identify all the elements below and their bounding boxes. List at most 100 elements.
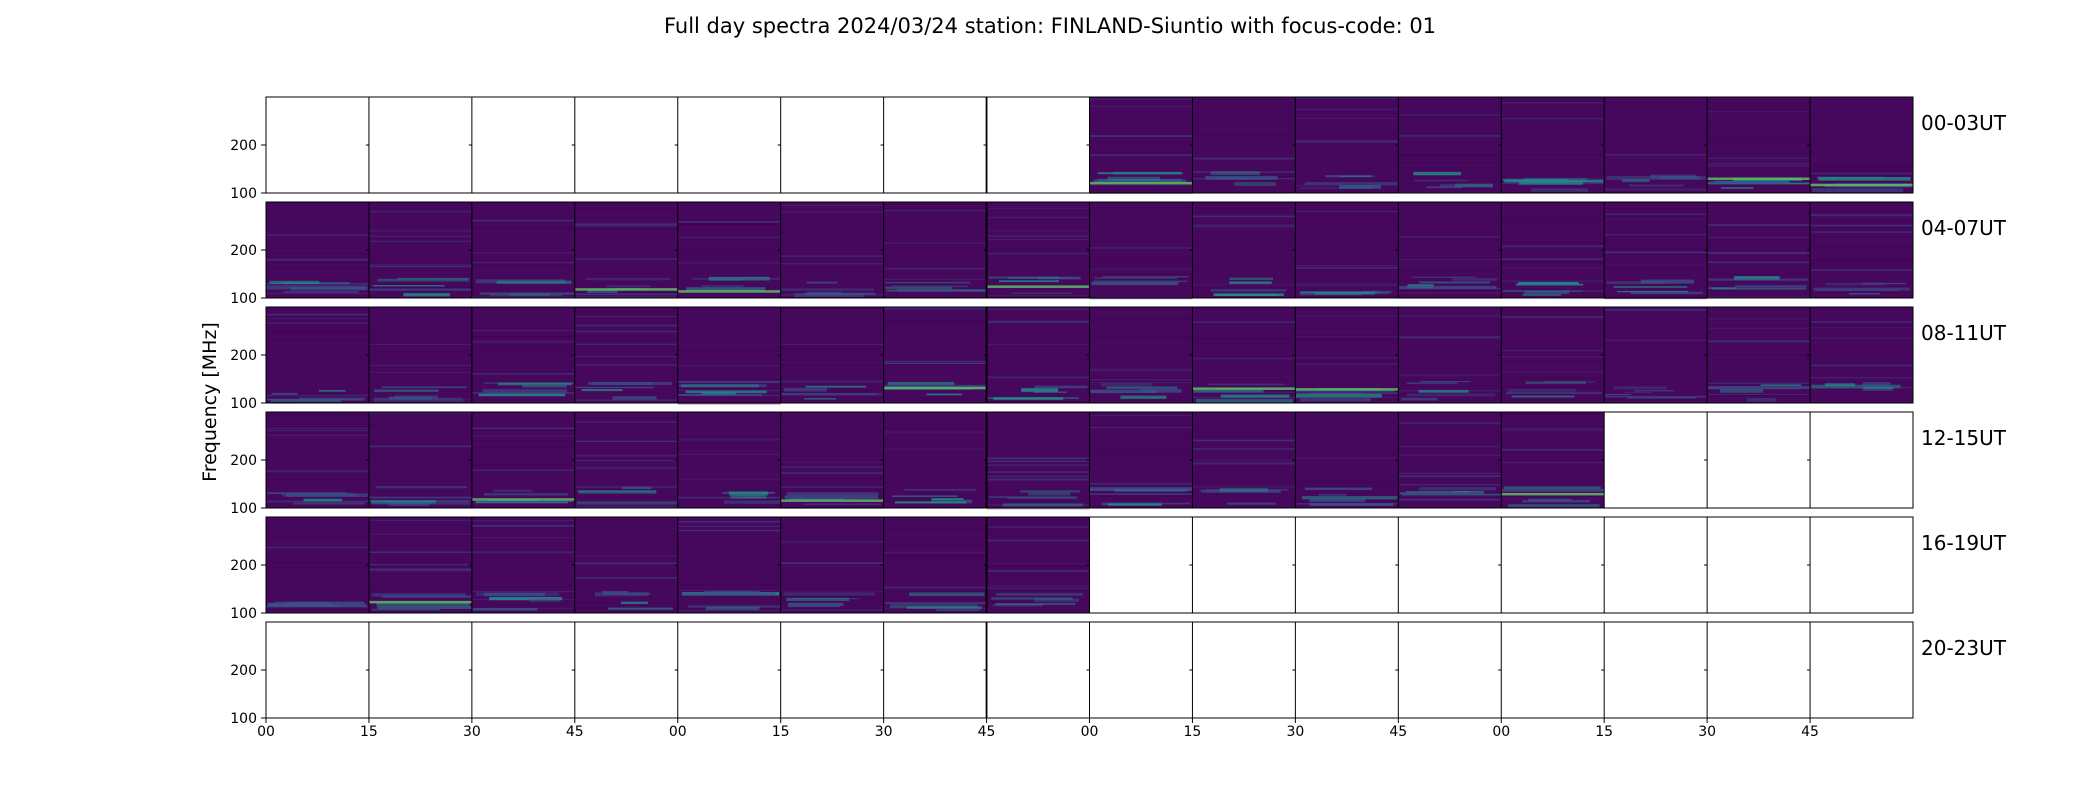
spectrogram-emission: [1811, 188, 1904, 193]
spectrogram-emission: [781, 288, 874, 291]
spectrogram-segment: [574, 202, 678, 299]
spectrogram-noise-line: [883, 425, 987, 427]
spectrogram-noise-line: [1192, 439, 1296, 442]
spectrogram-emission: [787, 605, 840, 608]
spectrogram-emission: [1140, 389, 1182, 393]
spectrogram-noise-line: [1089, 447, 1193, 449]
spectrogram-emission: [1515, 283, 1584, 286]
spectrogram-emission: [1613, 386, 1667, 390]
spectrogram-noise-line: [1707, 393, 1811, 396]
spectrogram-segment: [1192, 307, 1296, 403]
spectrogram-emission: [1641, 279, 1694, 284]
spectrogram-noise-line: [368, 585, 472, 588]
spectrogram-noise-line: [1501, 118, 1605, 120]
spectrogram-noise-line: [368, 566, 472, 568]
spectrogram-noise-line: [1398, 239, 1502, 242]
spectrogram-emission: [780, 392, 882, 396]
spectrogram-noise-line: [1398, 177, 1502, 179]
spectrogram-segment: [1398, 307, 1502, 403]
spectrogram-noise-line: [1604, 132, 1708, 134]
spectrogram-emission: [1714, 180, 1790, 183]
spectrogram-noise-line: [1398, 162, 1502, 163]
x-tick-label: 00: [1081, 724, 1099, 740]
spectrogram-emission: [498, 382, 572, 386]
spectrogram-noise-line: [1192, 284, 1296, 286]
spectrogram-noise-line: [266, 218, 369, 220]
spectrogram-noise-line: [1398, 340, 1502, 342]
spectrogram-emission: [991, 597, 1073, 600]
spectrogram-noise-line: [574, 535, 678, 538]
spectrogram-emission: [581, 389, 623, 392]
spectrogram-noise-line: [1707, 163, 1811, 164]
spectrogram-fill: [574, 517, 678, 613]
spectrogram-emission: [1309, 503, 1394, 506]
spectrogram-noise-line: [1707, 317, 1811, 320]
spectrogram-noise-line: [1295, 97, 1399, 99]
spectrogram-emission: [1425, 186, 1463, 189]
spectrogram-noise-line: [1707, 119, 1811, 121]
y-tick-label: 100: [230, 711, 257, 727]
spectrogram-segment: [1501, 307, 1605, 403]
spectrogram-emission: [1229, 281, 1272, 284]
spectrogram-noise-line: [1089, 379, 1193, 381]
spectrogram-emission: [473, 608, 538, 611]
spectrogram-noise-line: [780, 596, 884, 599]
spectrogram-noise-line: [883, 450, 987, 452]
spectrogram-fill: [574, 202, 678, 298]
spectrogram-bright-line: [471, 498, 575, 501]
spectrogram-emission: [1613, 286, 1688, 288]
spectrogram-noise-line: [1398, 290, 1502, 292]
spectrogram-emission: [475, 592, 560, 597]
spectrogram-noise-line: [1089, 368, 1193, 371]
spectrogram-noise-line: [883, 320, 987, 322]
spectrogram-emission: [1210, 289, 1287, 292]
spectrogram-noise-line: [266, 434, 369, 436]
spectrogram-noise-line: [1501, 469, 1605, 471]
spectrogram-emission: [1746, 398, 1777, 402]
spectrogram-emission: [794, 293, 864, 297]
spectrogram-noise-line: [1604, 310, 1708, 312]
spectrogram-noise-line: [1192, 378, 1296, 380]
spectrogram-noise-line: [368, 229, 472, 232]
spectrogram-noise-line: [574, 555, 678, 557]
spectrogram-noise-line: [368, 346, 472, 348]
spectrogram-noise-line: [266, 431, 369, 433]
spectrogram-noise-line: [1192, 357, 1296, 360]
spectrogram-noise-line: [574, 225, 678, 227]
spectrogram-emission: [1848, 292, 1880, 295]
spectrogram-noise-line: [1501, 267, 1605, 269]
spectrogram-noise-line: [1604, 213, 1708, 216]
spectrogram-emission: [1114, 489, 1187, 492]
spectrogram-noise-line: [1501, 310, 1605, 312]
spectrogram-noise-line: [1604, 188, 1708, 190]
spectrogram-segment: [1707, 307, 1811, 403]
spectrogram-segment: [1604, 97, 1708, 193]
spectrogram-noise-line: [1398, 258, 1502, 260]
spectrogram-noise-line: [368, 453, 472, 455]
spectrogram-emission: [1089, 487, 1193, 491]
spectrogram-emission: [382, 386, 467, 389]
spectrogram-noise-line: [574, 454, 678, 457]
spectrogram-noise-line: [574, 324, 678, 327]
spectrogram-noise-line: [471, 525, 575, 527]
y-tick-label: 200: [230, 138, 257, 154]
spectrogram-noise-line: [1192, 342, 1296, 344]
spectrogram-noise-line: [1398, 162, 1502, 164]
spectrogram-noise-line: [986, 570, 1090, 572]
spectrogram-noise-line: [1089, 318, 1193, 320]
spectrogram-emission: [271, 392, 298, 395]
spectrogram-noise-line: [1192, 448, 1296, 450]
spectrogram-noise-line: [1501, 349, 1605, 351]
spectrogram-emission: [1734, 276, 1780, 281]
spectrogram-segment: [1192, 97, 1296, 193]
spectrogram-noise-line: [1810, 269, 1913, 271]
spectrogram-noise-line: [1501, 258, 1605, 260]
spectrogram-noise-line: [1089, 135, 1193, 137]
spectrogram-noise-line: [883, 207, 987, 209]
spectrogram-noise-line: [266, 252, 369, 254]
spectrogram-emission: [578, 490, 657, 494]
spectrogram-segment: [266, 307, 369, 403]
spectrogram-noise-line: [1604, 310, 1708, 313]
spectrogram-noise-line: [677, 356, 781, 358]
spectrogram-emission: [484, 592, 545, 597]
